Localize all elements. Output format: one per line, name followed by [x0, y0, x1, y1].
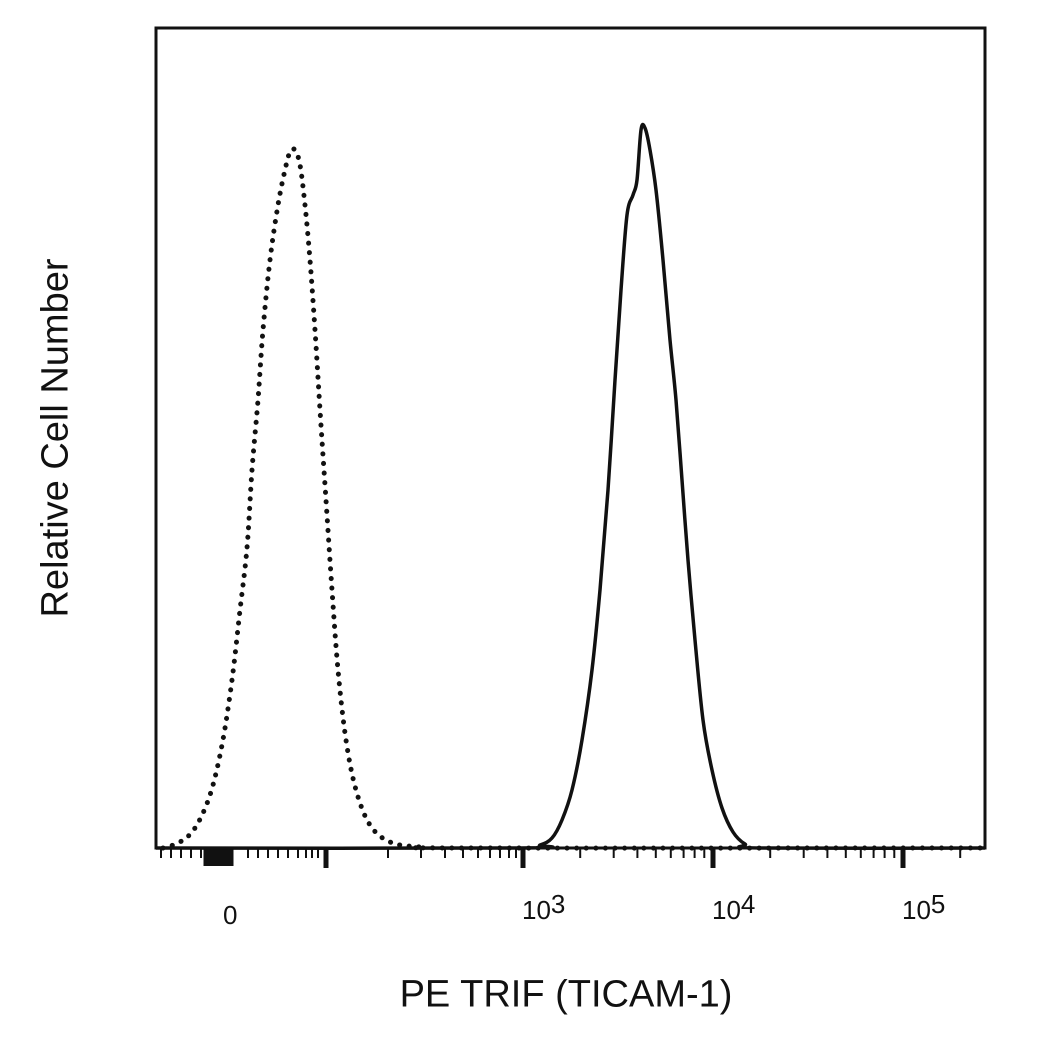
y-axis-label: Relative Cell Number — [34, 258, 77, 618]
tick-exponent: 5 — [930, 889, 946, 919]
tick-base: 10 — [712, 895, 741, 925]
tick-exponent: 4 — [740, 889, 756, 919]
x-axis-label: PE TRIF (TICAM-1) — [399, 973, 733, 1016]
trif-stained-curve — [155, 122, 986, 851]
x-tick-label-1e4: 104 — [712, 889, 755, 926]
tick-text: 0 — [223, 900, 238, 930]
plot-frame — [154, 26, 987, 850]
x-axis-ticks — [160, 848, 962, 868]
x-tick-label-0: 0 — [223, 900, 237, 931]
x-tick-label-1e3: 103 — [522, 889, 565, 926]
tick-base: 10 — [902, 895, 931, 925]
x-tick-label-1e5: 105 — [902, 889, 945, 926]
tick-exponent: 3 — [550, 889, 566, 919]
isotype-control-curve — [160, 146, 988, 851]
tick-base: 10 — [522, 895, 551, 925]
